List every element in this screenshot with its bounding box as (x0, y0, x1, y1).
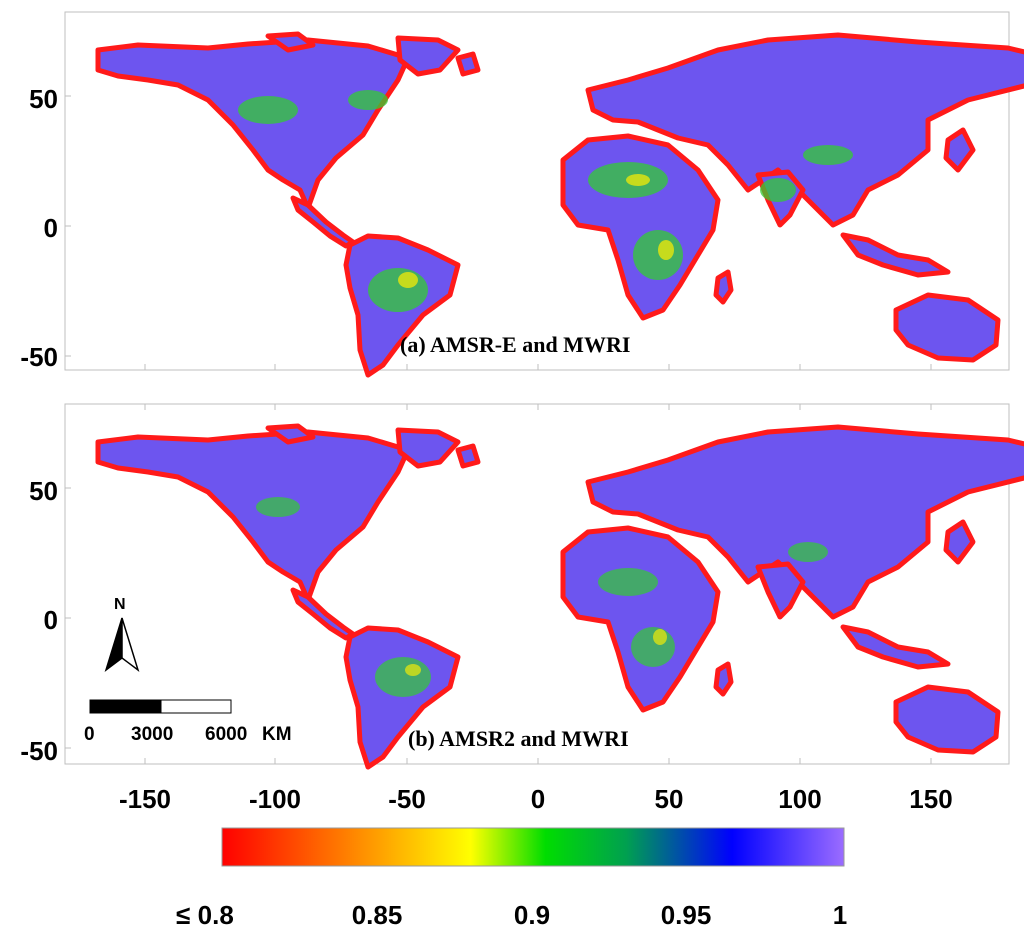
x-tick-neg50: -50 (388, 784, 426, 814)
x-tick-0: 0 (531, 784, 545, 814)
y-axis-a: 50 0 -50 (20, 84, 58, 372)
y-tick-a-neg50: -50 (20, 342, 58, 372)
x-tick-neg100: -100 (249, 784, 301, 814)
x-tick-150: 150 (909, 784, 952, 814)
scale-label-3000: 3000 (131, 724, 173, 745)
scale-label-6000: 6000 (205, 724, 247, 745)
scale-label-0: 0 (84, 724, 95, 745)
colorbar-label-3: 0.95 (661, 900, 712, 930)
north-label: N (114, 596, 126, 613)
scale-bar-black (89, 699, 162, 714)
panel-a: (a) AMSR-E and MWRI (64, 11, 1024, 382)
colorbar: ≤ 0.8 0.85 0.9 0.95 1 (176, 827, 847, 930)
north-arrow-icon: N (104, 596, 140, 672)
y-tick-a-50: 50 (29, 84, 58, 114)
panel-b: (b) AMSR2 and MWRI N 0 3000 6000 KM (64, 403, 1024, 774)
colorbar-label-4: 1 (833, 900, 847, 930)
y-tick-b-50: 50 (29, 476, 58, 506)
scale-unit: KM (262, 724, 292, 745)
tick-marks (65, 95, 932, 764)
panel-a-land (98, 34, 1024, 382)
panel-b-title: (b) AMSR2 and MWRI (408, 726, 629, 751)
scale-bar-white (160, 699, 232, 714)
colorbar-label-2: 0.9 (514, 900, 550, 930)
panel-b-land (98, 426, 1024, 774)
y-axis-b: 50 0 -50 (20, 476, 58, 766)
y-tick-b-0: 0 (44, 605, 58, 635)
x-axis: -150 -100 -50 0 50 100 150 (119, 784, 953, 814)
colorbar-label-1: 0.85 (352, 900, 403, 930)
panel-a-title: (a) AMSR-E and MWRI (400, 332, 630, 357)
x-tick-100: 100 (778, 784, 821, 814)
colorbar-label-0: ≤ 0.8 (176, 900, 234, 930)
x-tick-neg150: -150 (119, 784, 171, 814)
colorbar-gradient (221, 827, 845, 867)
x-tick-50: 50 (655, 784, 684, 814)
y-tick-a-0: 0 (44, 213, 58, 243)
scale-bar: 0 3000 6000 KM (84, 699, 292, 745)
y-tick-b-neg50: -50 (20, 736, 58, 766)
